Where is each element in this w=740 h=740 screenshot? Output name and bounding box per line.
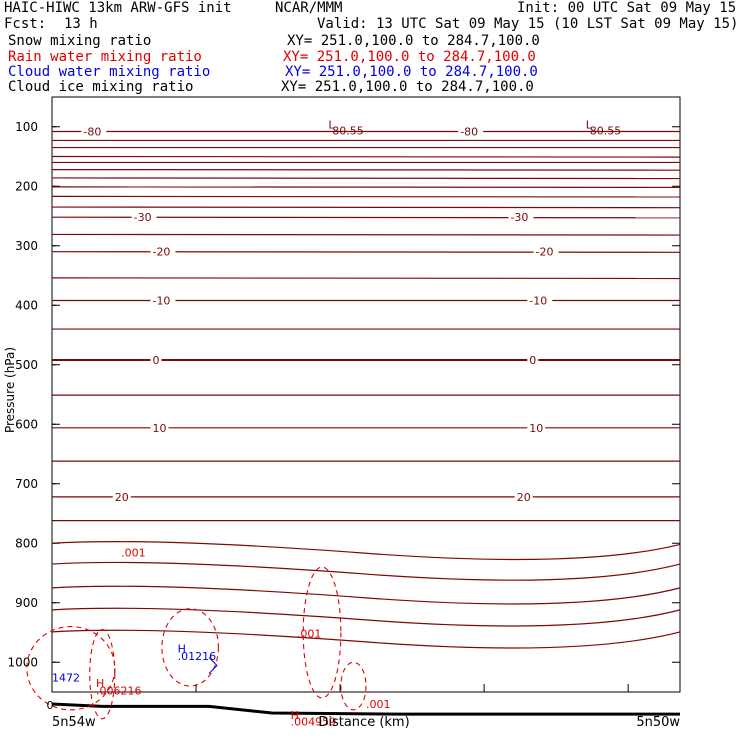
temperature-contour--35	[51, 206, 681, 209]
field-snow-name: Snow mixing ratio	[8, 33, 152, 49]
temperature-label--10-1: -10	[529, 294, 547, 307]
y-tick-label-900: 900	[15, 596, 38, 610]
rain-contour-4	[340, 661, 367, 711]
rain-label-1: .001	[297, 627, 322, 640]
temperature-label-0-0: 0	[152, 354, 159, 367]
temperature-contour--20	[51, 251, 681, 253]
valid-time: Valid: 13 UTC Sat 09 May 15 (10 LST Sat …	[317, 16, 739, 32]
contour-label-bg	[131, 211, 157, 224]
cloud-water-label-1: .01216	[178, 650, 217, 663]
contour-label-bg	[150, 294, 176, 307]
temperature-label-20-1: 20	[517, 491, 531, 504]
x-origin-label: 0	[47, 699, 54, 712]
temperature-contour-35	[51, 561, 681, 581]
temperature-contour--40	[51, 195, 681, 198]
temperature-label--80-1: -80	[460, 126, 478, 139]
contour-label-bg	[112, 490, 131, 503]
y-tick-label-700: 700	[15, 477, 38, 491]
temperature-label--80-0: -80	[83, 126, 101, 139]
temperature-contour--65	[51, 155, 681, 158]
org-label: NCAR/MMM	[275, 0, 343, 16]
cloud-water-contour	[208, 657, 218, 674]
contour-label-bg	[527, 294, 553, 307]
contour-label-bg	[508, 211, 534, 224]
contour-label-bg	[533, 245, 559, 258]
temperature-label--30-1: -30	[510, 211, 528, 224]
cloud-water-label-0: H	[178, 643, 186, 656]
y-tick-label-400: 400	[15, 298, 38, 312]
field-cloudwater-xy: XY= 251.0,100.0 to 284.7,100.0	[285, 64, 538, 80]
rain-label-6: .004959	[291, 715, 337, 728]
field-rain-xy: XY= 251.0,100.0 to 284.7,100.0	[283, 49, 536, 65]
y-tick-label-100: 100	[15, 120, 38, 134]
temperature-contour--50	[51, 177, 681, 180]
temperature-contour--45	[51, 186, 681, 189]
temperature-label-0-1: 0	[529, 354, 536, 367]
y-tick-label-600: 600	[15, 417, 38, 431]
contour-label-bg	[458, 125, 484, 138]
cloud-water-label-2: 1472	[52, 671, 80, 684]
contour-label-bg	[150, 353, 162, 366]
y-axis-label: Pressure (hPa)	[3, 347, 17, 433]
temperature-label-10-1: 10	[529, 422, 543, 435]
contour-label-bg	[527, 421, 546, 434]
x-right-label: 5n50w	[636, 715, 680, 730]
temperature-contour--30	[51, 216, 681, 219]
pressure-min-label-2: L	[586, 119, 593, 132]
temperature-label--30-0: -30	[134, 211, 152, 224]
y-tick-label-500: 500	[15, 358, 38, 372]
contour-label-bg	[527, 353, 539, 366]
temperature-contour--15	[51, 277, 681, 280]
temperature-label--20-0: -20	[152, 246, 170, 259]
rain-contour-2	[161, 608, 219, 687]
rain-contour-3	[302, 566, 342, 699]
contour-label-bg	[514, 490, 533, 503]
contour-label-bg	[150, 245, 176, 258]
field-cloudice-name: Cloud ice mixing ratio	[8, 79, 194, 95]
pressure-min-label-0: L	[328, 119, 335, 132]
contour-label-bg	[150, 421, 169, 434]
y-tick-label-200: 200	[15, 179, 38, 193]
x-axis-label: Distance (km)	[318, 715, 409, 730]
temperature-label-10-0: 10	[152, 422, 166, 435]
field-cloudwater-name: Cloud water mixing ratio	[8, 64, 211, 80]
temperature-contour-30	[51, 541, 681, 561]
y-tick-label-800: 800	[15, 536, 38, 550]
x-left-label: 5n54w	[52, 715, 96, 730]
temperature-label--20-1: -20	[536, 246, 554, 259]
rain-contour-0	[26, 625, 116, 711]
temperature-label-20-0: 20	[115, 491, 129, 504]
temperature-contour-50	[51, 629, 681, 649]
forecast-label: Fcst:	[4, 16, 47, 32]
rain-label-5: H	[291, 709, 299, 722]
pressure-min-label-1: -80.55	[328, 124, 363, 137]
rain-label-2: .001	[366, 698, 391, 711]
y-tick-label-1000: 1000	[7, 655, 38, 669]
contour-label-bg	[81, 125, 107, 138]
temperature-contour--25	[51, 233, 681, 236]
temperature-contour-40	[51, 585, 681, 605]
rain-label-0: .001	[121, 546, 146, 559]
rain-label-4: .006216	[96, 684, 141, 697]
temperature-contour--55	[51, 168, 681, 171]
forecast-hour: 13 h	[64, 16, 98, 32]
y-tick-label-300: 300	[15, 239, 38, 253]
field-cloudice-xy: XY= 251.0,100.0 to 284.7,100.0	[281, 79, 534, 95]
chart-title: HAIC-HIWC 13km ARW-GFS init	[4, 0, 232, 16]
rain-contour-1	[89, 628, 116, 720]
init-time: Init: 00 UTC Sat 09 May 15	[517, 0, 737, 16]
field-snow-xy: XY= 251.0,100.0 to 284.7,100.0	[287, 33, 540, 49]
temperature-contour-45	[51, 607, 681, 627]
pressure-min-label-3: -80.55	[586, 124, 621, 137]
temperature-label--10-0: -10	[152, 294, 170, 307]
rain-label-3: H	[96, 677, 104, 690]
field-rain-name: Rain water mixing ratio	[8, 49, 202, 65]
